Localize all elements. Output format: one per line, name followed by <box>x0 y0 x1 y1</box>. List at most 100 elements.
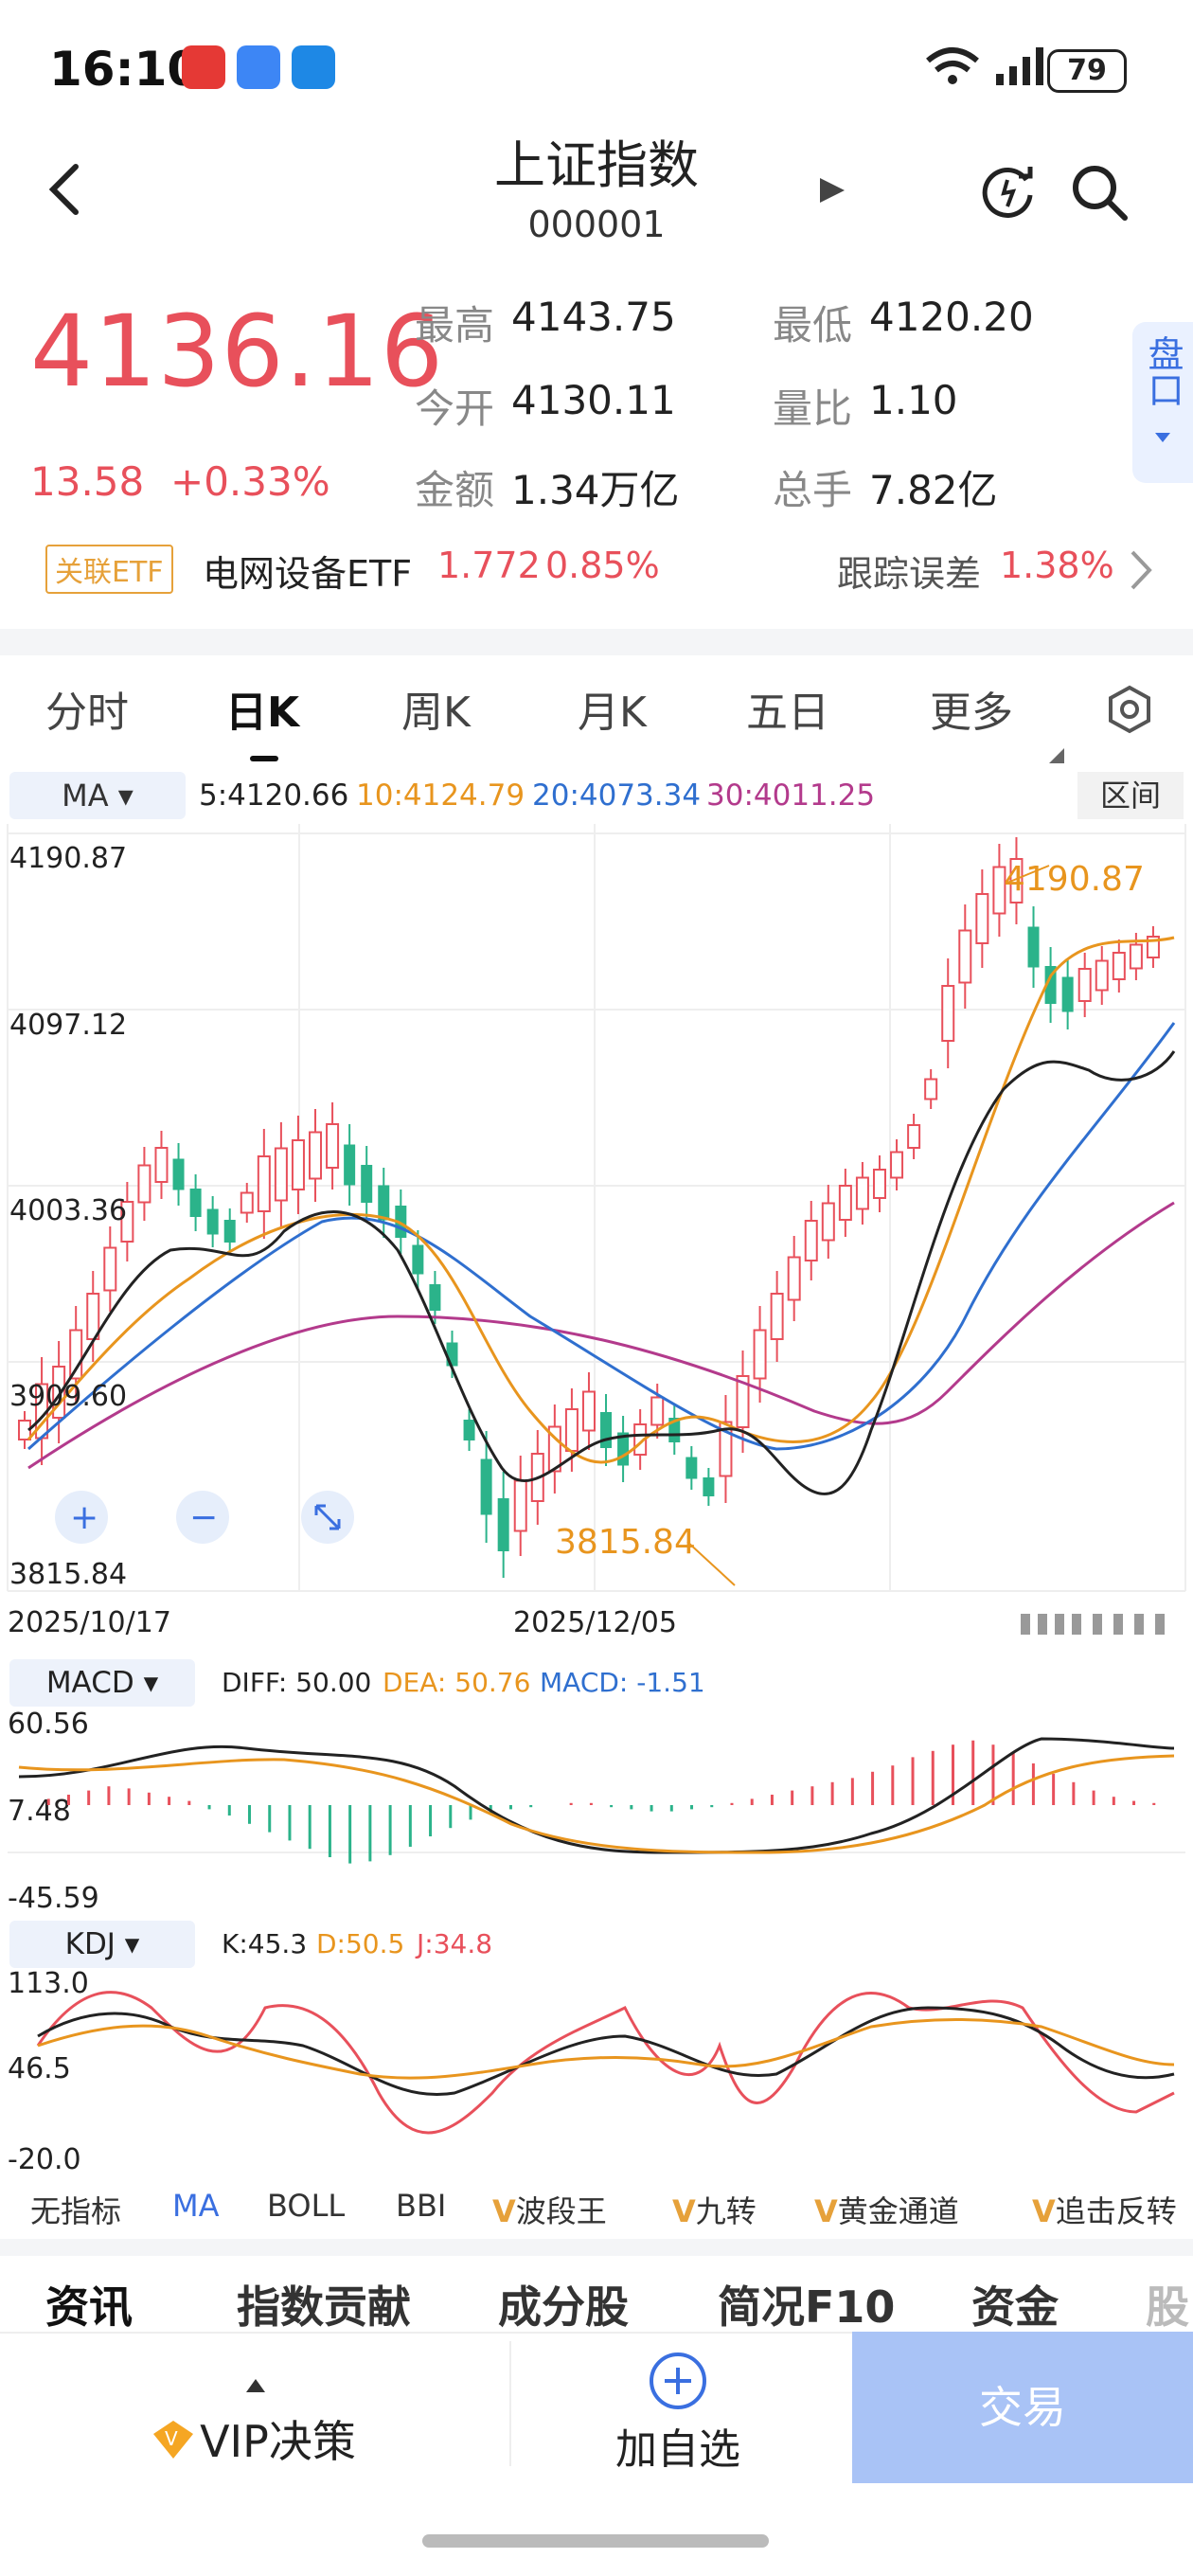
tab-monthly-k[interactable]: 月K <box>578 689 647 737</box>
related-etf-row[interactable]: 关联ETF 电网设备ETF 1.772 0.85% 跟踪误差 1.38% <box>0 545 1193 601</box>
candle-body <box>240 1191 254 1214</box>
candle-body <box>172 1158 185 1190</box>
add-watchlist-button[interactable]: 加自选 <box>602 2351 754 2476</box>
pankou-button[interactable]: 盘口 <box>1132 322 1193 483</box>
candle-body <box>855 1176 869 1210</box>
candle-body <box>361 1165 373 1203</box>
kdj-selector[interactable]: KDJ ▾ <box>9 1921 195 1968</box>
candle-body <box>103 1246 117 1292</box>
tab-daily-k[interactable]: 日K <box>225 689 300 737</box>
candle-body <box>154 1147 169 1183</box>
macd-dea: DEA: 50.76 <box>383 1667 531 1698</box>
candle-body <box>1112 952 1126 980</box>
open-value: 4130.11 <box>511 377 676 423</box>
kdj-k: K:45.3 <box>222 1928 308 1959</box>
tracking-error-value: 1.38% <box>1000 545 1114 586</box>
indicator-wave-king-label: 波段王 <box>515 2193 607 2229</box>
kline-grid <box>7 824 1186 1592</box>
macd-diff-line <box>18 1737 1175 1854</box>
back-arrow-icon[interactable] <box>45 161 83 218</box>
y-axis-label: 3909.60 <box>9 1380 127 1413</box>
add-watchlist-label: 加自选 <box>615 2425 740 2474</box>
refresh-icon[interactable] <box>981 163 1038 220</box>
indicator-ma[interactable]: MA <box>172 2188 220 2224</box>
tab-f10[interactable]: 简况F10 <box>718 2281 896 2333</box>
candle-body <box>1061 976 1074 1012</box>
kline-chart[interactable]: 4190.87 3815.84 4190.87 4097.12 4003.36 … <box>0 824 1193 1601</box>
price-change-pct: +0.33% <box>170 458 330 505</box>
macd-y-label: 7.48 <box>8 1795 71 1828</box>
candle-body <box>975 893 989 944</box>
pankou-label: 盘口 <box>1142 335 1184 407</box>
min-annotation-line <box>686 1541 736 1586</box>
battery-indicator: 79 <box>1047 49 1127 93</box>
footer-divider <box>0 2332 1193 2334</box>
ma30-line <box>27 1201 1175 1470</box>
zoom-in-button[interactable]: + <box>55 1491 108 1544</box>
candle-body <box>429 1284 441 1311</box>
tab-news[interactable]: 资讯 <box>45 2281 133 2333</box>
trade-button[interactable]: 交易 <box>852 2332 1193 2483</box>
indicator-nine-turn[interactable]: V九转 <box>672 2188 757 2231</box>
vip-decision-label: VIP决策 <box>200 2416 356 2467</box>
range-button[interactable]: 区间 <box>1077 772 1184 819</box>
vip-v-icon: V <box>1032 2193 1056 2229</box>
candle-body <box>309 1131 323 1180</box>
settings-icon[interactable] <box>1104 684 1155 735</box>
signal-icon <box>996 47 1043 85</box>
zoom-out-button[interactable]: − <box>176 1491 229 1544</box>
y-axis-label: 3815.84 <box>9 1558 127 1591</box>
indicator-boll[interactable]: BOLL <box>267 2188 346 2224</box>
indicator-chase-reverse[interactable]: V追击反转 <box>1032 2188 1193 2231</box>
candle-body <box>291 1139 305 1190</box>
notification-app-icon <box>182 45 225 89</box>
candle-body <box>378 1185 390 1221</box>
ma5-line <box>27 1050 1176 1495</box>
ma-selector[interactable]: MA ▾ <box>9 772 186 819</box>
candle-body <box>513 1479 527 1532</box>
amount-label: 金额 <box>415 467 495 513</box>
tab-five-day[interactable]: 五日 <box>746 689 829 737</box>
search-icon[interactable] <box>1070 163 1131 224</box>
indicator-chase-reverse-label: 追击反转 <box>1055 2193 1177 2229</box>
amount-value: 1.34万亿 <box>511 467 680 513</box>
candle-body <box>890 1151 904 1179</box>
indicator-bbi[interactable]: BBI <box>396 2188 447 2224</box>
candlesticks <box>18 837 1160 1578</box>
low-value: 4120.20 <box>869 294 1034 340</box>
candle-body <box>838 1185 852 1221</box>
candle-body <box>753 1329 767 1380</box>
vip-decision-button[interactable]: V VIP决策 <box>151 2407 356 2474</box>
next-play-icon[interactable] <box>818 176 846 205</box>
candle-body <box>1129 943 1143 970</box>
macd-selector-label: MACD <box>45 1666 134 1700</box>
vip-v-icon: V <box>672 2193 696 2229</box>
tab-more[interactable]: 更多 <box>930 689 1013 737</box>
high-label: 最高 <box>415 302 495 349</box>
indicator-none[interactable]: 无指标 <box>30 2193 122 2229</box>
candle-body <box>770 1293 784 1340</box>
ma30-value: 30:4011.25 <box>706 778 876 813</box>
candle-body <box>719 1421 733 1477</box>
tab-intraday[interactable]: 分时 <box>45 689 129 737</box>
etf-tag: 关联ETF <box>45 545 173 594</box>
candle-body <box>137 1164 151 1204</box>
tab-capital[interactable]: 资金 <box>971 2281 1059 2333</box>
ma5-value: 5:4120.66 <box>199 778 349 813</box>
indicator-golden-channel[interactable]: V黄金通道 <box>814 2188 959 2231</box>
macd-selector[interactable]: MACD ▾ <box>9 1659 195 1707</box>
x-axis-label-mid: 2025/12/05 <box>513 1606 677 1639</box>
candle-body <box>581 1390 596 1432</box>
tab-weekly-k[interactable]: 周K <box>401 689 471 737</box>
fullscreen-button[interactable] <box>301 1491 354 1544</box>
tab-stock[interactable]: 股 <box>1146 2281 1189 2333</box>
bank-app-icon <box>292 45 335 89</box>
candle-body <box>547 1425 561 1473</box>
message-app-icon <box>237 45 280 89</box>
tab-index-contribution[interactable]: 指数贡献 <box>237 2281 411 2333</box>
chevron-right-icon <box>1131 550 1152 590</box>
candle-body <box>52 1366 66 1419</box>
tab-constituents[interactable]: 成分股 <box>498 2281 629 2333</box>
indicator-wave-king[interactable]: V波段王 <box>492 2188 607 2231</box>
candle-body <box>344 1144 356 1186</box>
